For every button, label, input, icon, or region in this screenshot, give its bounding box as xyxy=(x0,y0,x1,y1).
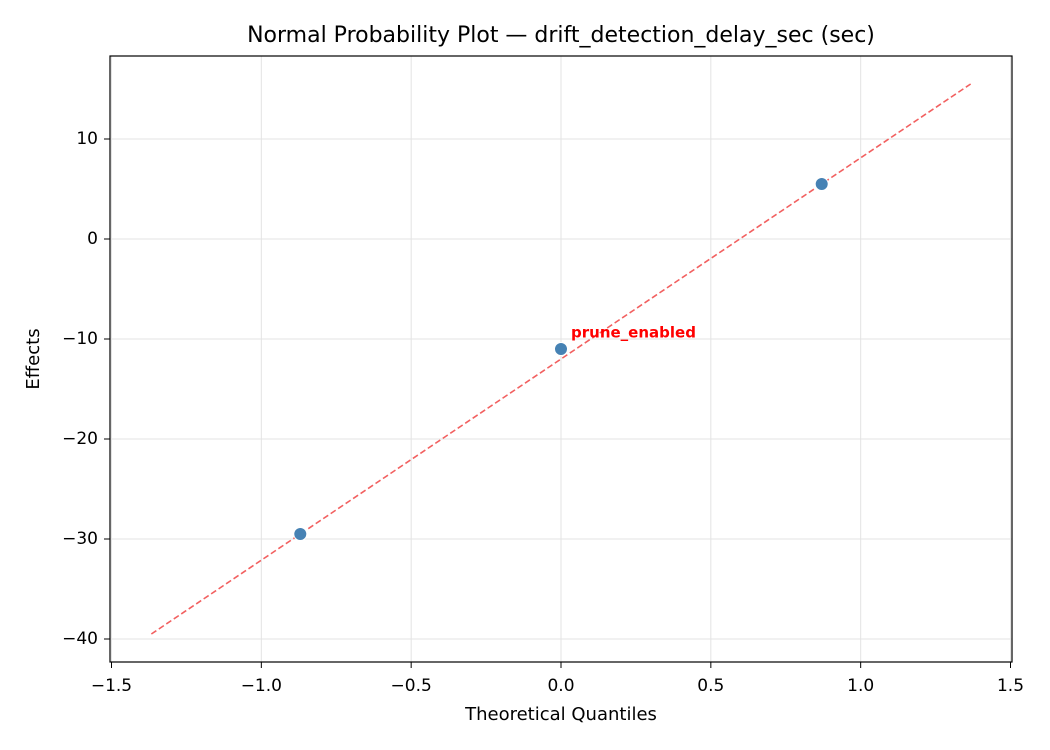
y-axis-label: Effects xyxy=(23,328,44,389)
x-tick-label: −1.5 xyxy=(91,676,132,696)
x-axis-label: Theoretical Quantiles xyxy=(464,704,657,725)
x-tick-label: −1.0 xyxy=(241,676,282,696)
y-tick-label: −20 xyxy=(62,429,98,449)
x-tick-label: 1.0 xyxy=(847,676,874,696)
y-tick-label: 0 xyxy=(87,229,98,249)
y-tick-label: −30 xyxy=(62,529,98,549)
chart-title: Normal Probability Plot — drift_detectio… xyxy=(247,23,875,48)
x-tick-label: 1.5 xyxy=(997,676,1024,696)
x-tick-label: 0.0 xyxy=(547,676,574,696)
x-tick-label: −0.5 xyxy=(391,676,432,696)
data-point xyxy=(814,177,829,191)
point-label: prune_enabled xyxy=(571,324,696,342)
data-point xyxy=(554,342,568,356)
plot-frame xyxy=(109,55,1013,663)
data-point xyxy=(293,527,308,541)
y-tick-label: −40 xyxy=(62,629,98,649)
x-tick-label: 0.5 xyxy=(697,676,724,696)
y-tick-label: −10 xyxy=(62,329,98,349)
reference-line xyxy=(150,83,972,635)
y-tick-label: 10 xyxy=(76,129,98,149)
